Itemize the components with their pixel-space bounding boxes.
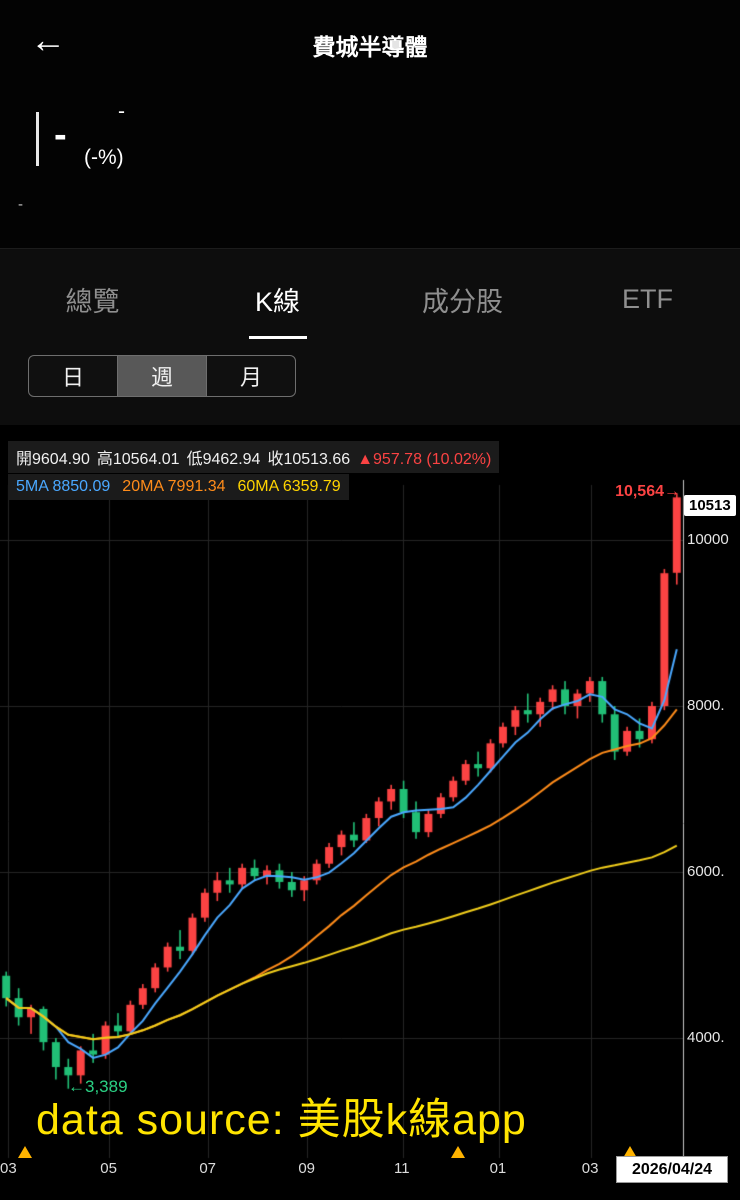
x-axis-label: 01 bbox=[489, 1160, 507, 1177]
tab-etf[interactable]: ETF bbox=[555, 252, 740, 346]
quote-change-percent: (-%) bbox=[84, 146, 124, 169]
event-marker-icon bbox=[450, 1146, 465, 1158]
tab-bar: 總覽 K線 成分股 ETF bbox=[0, 252, 740, 346]
quote-secondary-value: - bbox=[18, 196, 23, 213]
tab-label: 成分股 bbox=[422, 286, 503, 317]
tab-overview[interactable]: 總覽 bbox=[0, 252, 185, 346]
open-value: 開9604.90 bbox=[16, 451, 90, 468]
y-axis-label: 8000. bbox=[687, 697, 725, 714]
ma-legend-bar: 5MA 8850.09 20MA 7991.34 60MA 6359.79 bbox=[8, 474, 349, 500]
active-tab-underline bbox=[434, 336, 492, 339]
event-marker-icon bbox=[18, 1146, 33, 1158]
page-title: 費城半導體 bbox=[312, 34, 428, 60]
quote-section: - - (-%) - bbox=[0, 90, 740, 248]
high-value: 高10564.01 bbox=[96, 451, 180, 468]
watermark-text: data source: 美股k線app bbox=[36, 1096, 527, 1144]
active-tab-underline bbox=[248, 336, 307, 339]
tab-label: ETF bbox=[622, 283, 673, 314]
y-axis-label: 4000. bbox=[687, 1029, 725, 1046]
low-value: 低9462.94 bbox=[186, 451, 261, 468]
active-tab-underline bbox=[619, 336, 677, 339]
x-axis-label: 03 bbox=[0, 1160, 17, 1177]
period-month-button[interactable]: 月 bbox=[206, 356, 295, 396]
candlestick-canvas[interactable] bbox=[0, 425, 740, 1200]
back-button[interactable]: ← bbox=[26, 18, 70, 62]
ohlc-info-bar: 開9604.90 高10564.01 低9462.94 收10513.66 ▲957.7… bbox=[8, 441, 500, 473]
ma-legend-item: 60MA 6359.79 bbox=[237, 478, 341, 495]
ma-legend-item: 20MA 7991.34 bbox=[122, 478, 226, 495]
period-selector: 日 週月 bbox=[28, 355, 296, 397]
change-value: ▲957.78 (10.02%) bbox=[357, 451, 492, 468]
current-price-tag: 10513 bbox=[684, 495, 736, 516]
kline-chart-area: 開9604.90 高10564.01 低9462.94 收10513.66 ▲957.7… bbox=[0, 425, 740, 1200]
event-marker-icon bbox=[622, 1146, 637, 1158]
quote-price: - bbox=[54, 114, 67, 156]
date-tag: 2026/04/24 bbox=[616, 1156, 728, 1183]
quote-change: - bbox=[118, 100, 125, 123]
header: ← 費城半導體 bbox=[0, 0, 740, 90]
tab-constituents[interactable]: 成分股 bbox=[370, 252, 555, 346]
y-axis-label: 6000. bbox=[687, 863, 725, 880]
x-axis-label: 07 bbox=[199, 1160, 216, 1177]
y-axis-label: 10000 bbox=[687, 531, 729, 548]
x-axis-label: 11 bbox=[393, 1160, 410, 1177]
period-week-button[interactable]: 週 bbox=[117, 356, 206, 396]
active-tab-underline bbox=[64, 336, 122, 339]
tab-label: K線 bbox=[254, 286, 300, 317]
close-value: 收10513.66 bbox=[267, 451, 351, 468]
tab-label: 總覽 bbox=[65, 286, 120, 317]
low-price-annotation: ←3,389 bbox=[68, 1077, 128, 1096]
high-price-annotation: 10,564→ bbox=[615, 483, 680, 500]
x-axis-label: 03 bbox=[581, 1160, 599, 1177]
ma-legend-item: 5MA 8850.09 bbox=[16, 478, 111, 495]
x-axis-label: 09 bbox=[298, 1160, 316, 1177]
period-day-button[interactable]: 日 bbox=[61, 365, 84, 390]
tab-kline[interactable]: K線 bbox=[185, 252, 370, 346]
x-axis-label: 05 bbox=[100, 1160, 117, 1177]
quote-accent-bar bbox=[36, 112, 39, 166]
